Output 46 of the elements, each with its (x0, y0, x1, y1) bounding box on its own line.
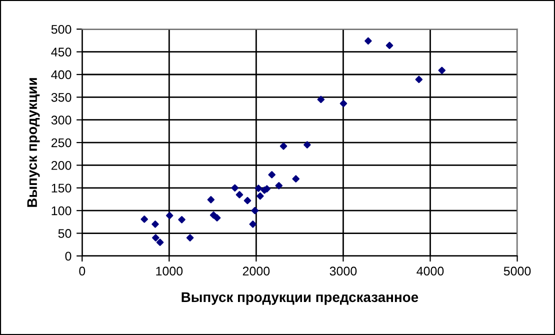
y-tick-label: 50 (58, 229, 72, 238)
y-tick-label: 350 (51, 92, 72, 102)
x-tick-label: 1000 (156, 266, 183, 276)
x-tick-label: 3000 (330, 266, 357, 276)
point (317, 96, 325, 104)
point (254, 184, 262, 192)
y-tick-label: 100 (52, 206, 72, 216)
x-tick-label: 4000 (416, 266, 444, 276)
point (213, 214, 221, 222)
point (256, 192, 264, 200)
y-tick-label: 200 (52, 161, 72, 170)
point (236, 191, 244, 198)
point (438, 66, 446, 74)
y-tick-label: 400 (51, 70, 72, 80)
y-tick-label: 250 (52, 138, 72, 148)
point (275, 182, 283, 190)
point (186, 234, 194, 242)
point (231, 184, 239, 192)
y-axis-title: Выпуск продукции (27, 78, 40, 207)
point (304, 141, 311, 148)
point (156, 238, 164, 246)
point (207, 196, 215, 204)
y-tick-label: 0 (65, 252, 72, 261)
x-tick-label: 0 (79, 266, 86, 276)
x-tick-label: 5000 (504, 266, 531, 276)
point (386, 42, 394, 50)
y-tick-label: 500 (51, 24, 72, 34)
y-tick-label: 300 (51, 116, 72, 125)
point (268, 171, 276, 178)
point (415, 76, 423, 84)
point (152, 220, 159, 228)
point (292, 175, 300, 182)
x-axis-title: Выпуск продукции предсказанное (182, 292, 418, 305)
point (152, 234, 160, 242)
point (251, 206, 259, 214)
point (166, 212, 174, 220)
y-tick-label: 450 (51, 48, 72, 56)
point (364, 37, 372, 45)
y-tick-label: 150 (52, 184, 72, 193)
point (340, 100, 348, 108)
point (178, 216, 186, 224)
x-tick-label: 2000 (242, 266, 270, 276)
point (280, 142, 288, 150)
point (244, 196, 252, 204)
point (249, 220, 257, 228)
point (140, 216, 148, 223)
